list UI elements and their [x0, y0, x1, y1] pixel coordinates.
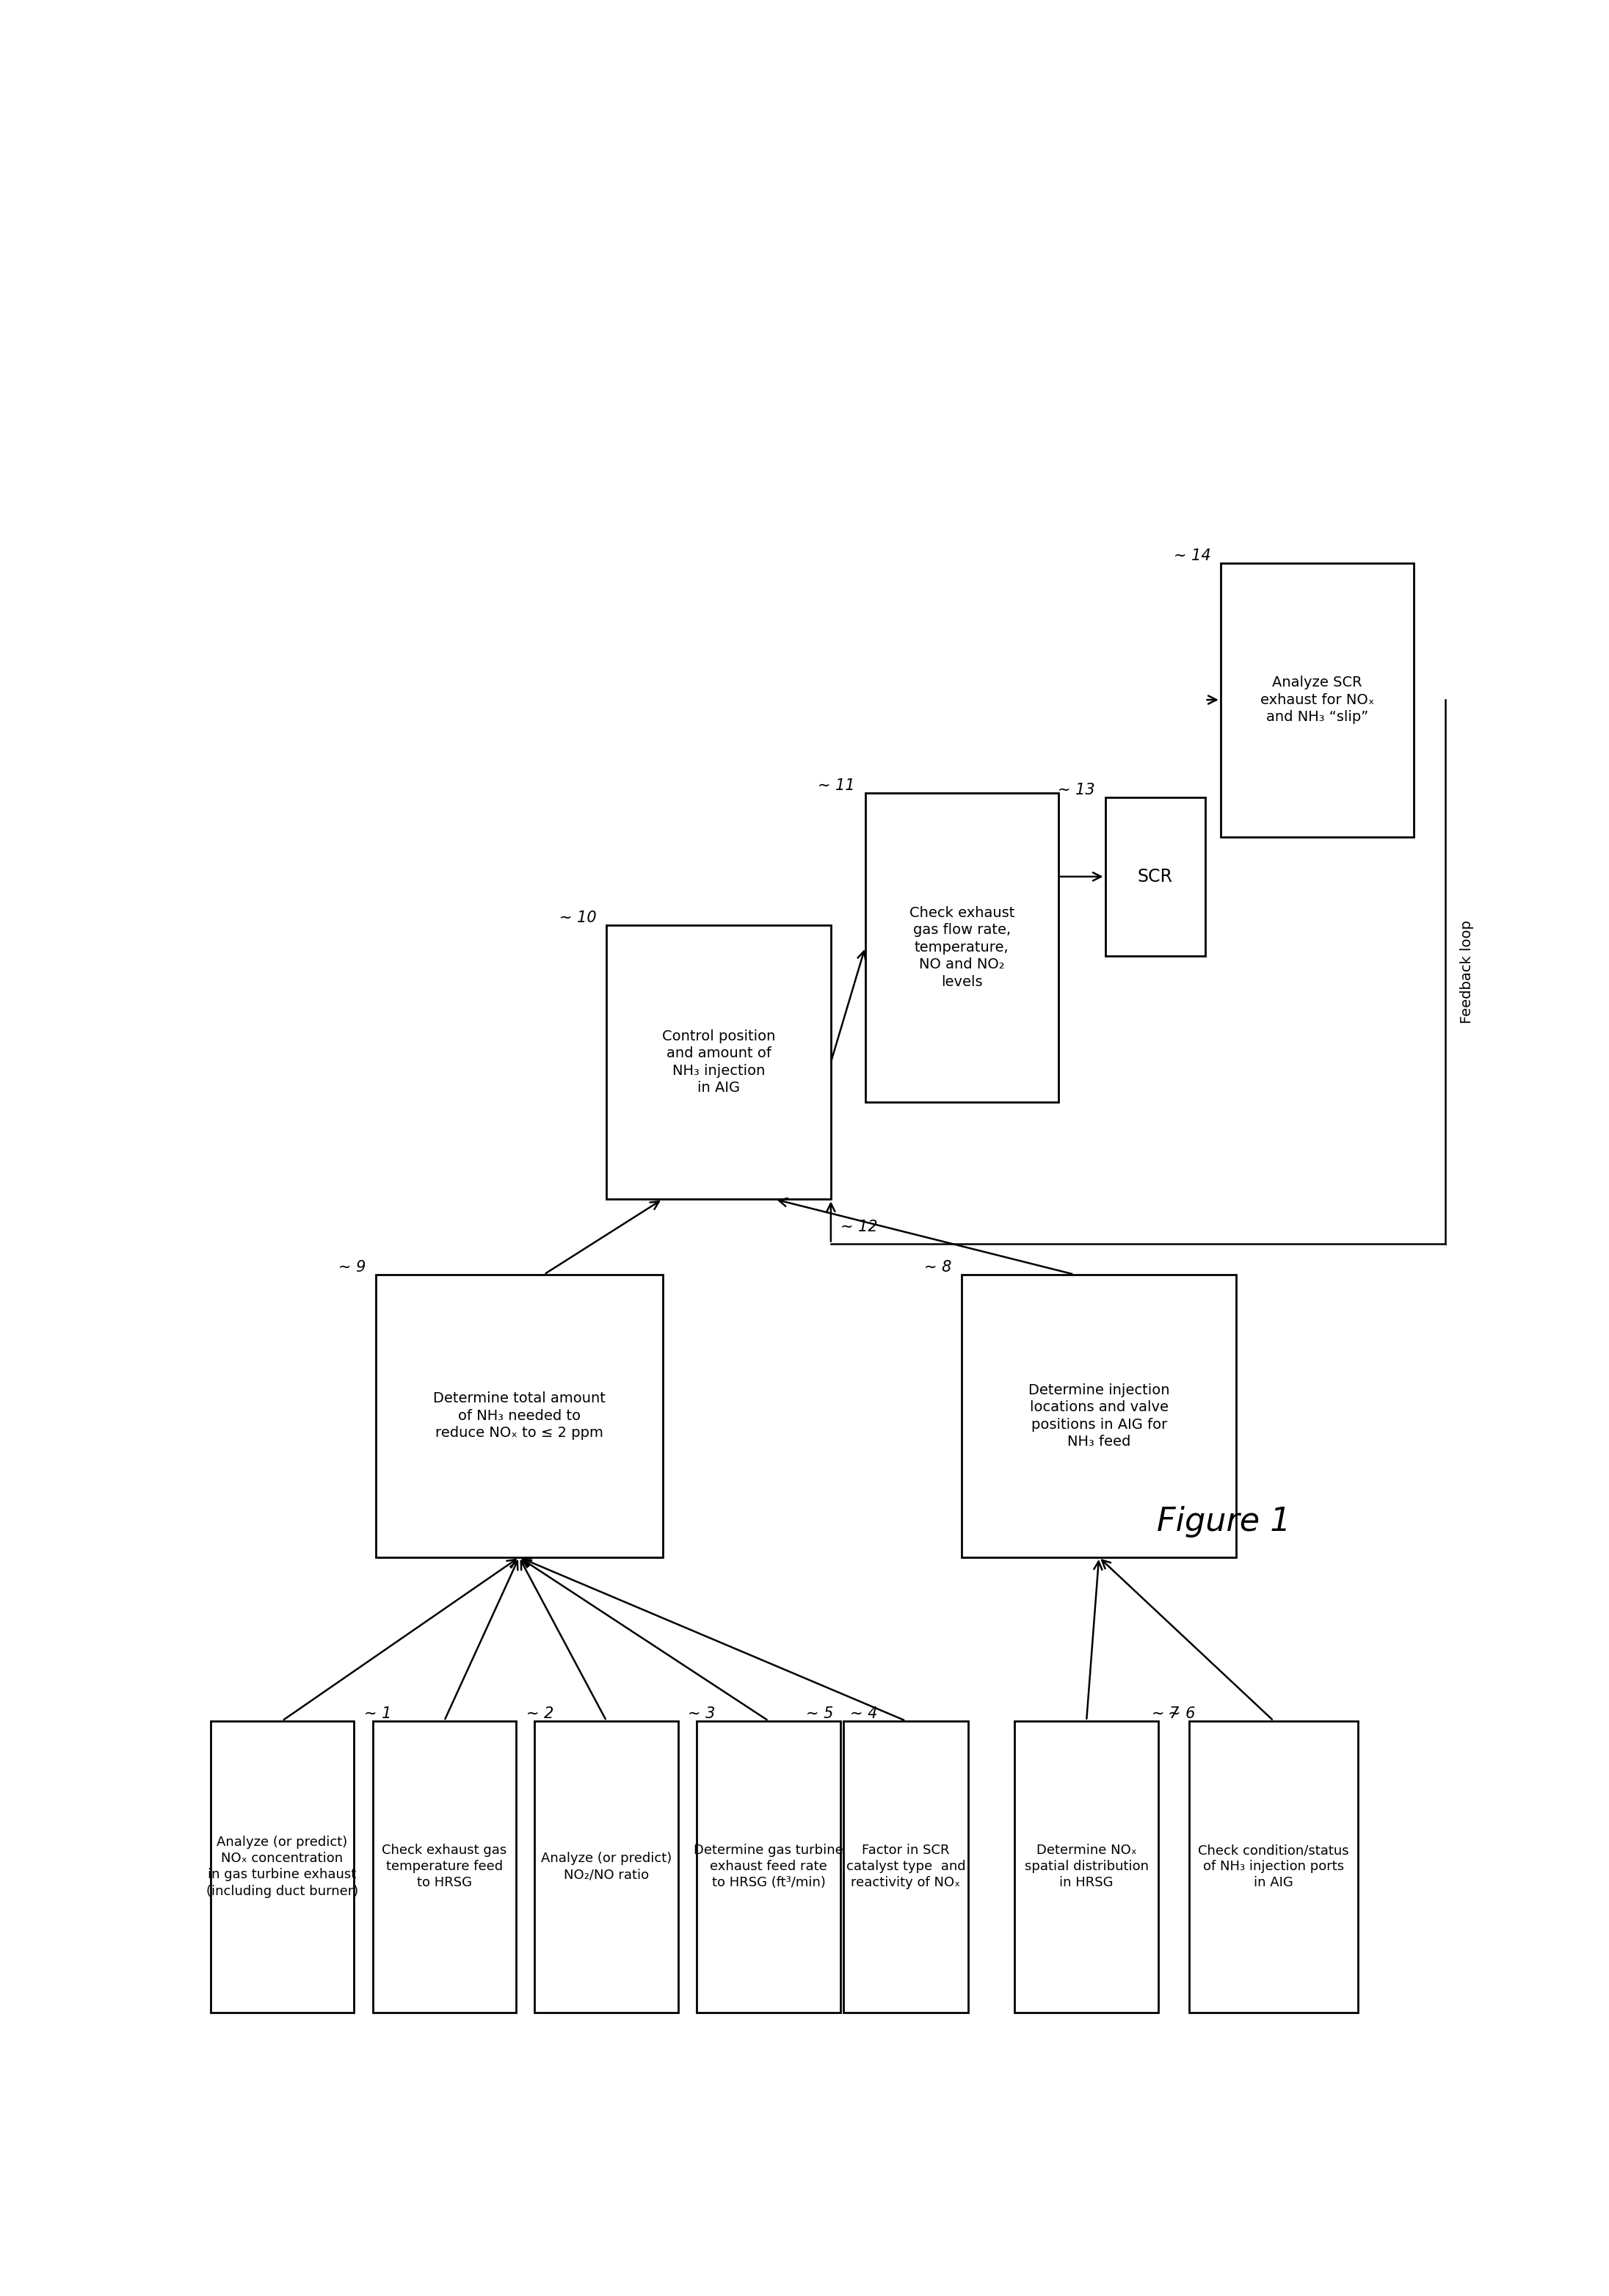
Text: ∼ 10: ∼ 10 [560, 912, 597, 925]
Text: Determine gas turbine
exhaust feed rate
to HRSG (ft³/min): Determine gas turbine exhaust feed rate … [693, 1844, 843, 1890]
Text: Check exhaust
gas flow rate,
temperature,
NO and NO₂
levels: Check exhaust gas flow rate, temperature… [909, 907, 1014, 990]
Bar [1105, 797, 1205, 955]
Text: ∼ 7: ∼ 7 [1152, 1706, 1179, 1720]
Text: Check condition/status
of NH₃ injection ports
in AIG: Check condition/status of NH₃ injection … [1199, 1844, 1348, 1890]
Text: Feedback loop: Feedback loop [1459, 921, 1474, 1024]
Text: Determine total amount
of NH₃ needed to
reduce NOₓ to ≤ 2 ppm: Determine total amount of NH₃ needed to … [433, 1391, 605, 1440]
Text: ∼ 13: ∼ 13 [1059, 783, 1096, 797]
Bar [607, 925, 830, 1199]
Bar [211, 1720, 354, 2014]
Bar [1015, 1720, 1158, 2014]
Text: Determine NOₓ
spatial distribution
in HRSG: Determine NOₓ spatial distribution in HR… [1025, 1844, 1149, 1890]
Bar [1189, 1720, 1358, 2014]
Text: Check exhaust gas
temperature feed
to HRSG: Check exhaust gas temperature feed to HR… [381, 1844, 507, 1890]
Text: ∼ 11: ∼ 11 [817, 778, 854, 792]
Text: ∼ 14: ∼ 14 [1173, 549, 1210, 563]
Text: Determine injection
locations and valve
positions in AIG for
NH₃ feed: Determine injection locations and valve … [1028, 1382, 1170, 1449]
Bar [373, 1720, 516, 2014]
Text: Analyze (or predict)
NO₂/NO ratio: Analyze (or predict) NO₂/NO ratio [541, 1853, 673, 1880]
Text: ∼ 1: ∼ 1 [364, 1706, 391, 1720]
Text: ∼ 8: ∼ 8 [924, 1261, 953, 1274]
Text: ∼ 6: ∼ 6 [1168, 1706, 1195, 1720]
Bar [843, 1720, 969, 2014]
Text: ∼ 2: ∼ 2 [526, 1706, 553, 1720]
Text: Control position
and amount of
NH₃ injection
in AIG: Control position and amount of NH₃ injec… [661, 1029, 776, 1095]
Text: ∼ 12: ∼ 12 [842, 1219, 879, 1235]
Bar [962, 1274, 1236, 1557]
Text: ∼ 5: ∼ 5 [806, 1706, 833, 1720]
Bar [534, 1720, 677, 2014]
Text: SCR: SCR [1138, 868, 1173, 886]
Text: ∼ 4: ∼ 4 [850, 1706, 877, 1720]
Text: Figure 1: Figure 1 [1157, 1506, 1290, 1538]
Text: Factor in SCR
catalyst type  and
reactivity of NOₓ: Factor in SCR catalyst type and reactivi… [846, 1844, 965, 1890]
Text: Analyze SCR
exhaust for NOₓ
and NH₃ “slip”: Analyze SCR exhaust for NOₓ and NH₃ “sli… [1260, 675, 1374, 723]
Text: ∼ 3: ∼ 3 [689, 1706, 716, 1720]
Text: Analyze (or predict)
NOₓ concentration
in gas turbine exhaust
(including duct bu: Analyze (or predict) NOₓ concentration i… [206, 1835, 359, 1899]
Bar [697, 1720, 840, 2014]
Bar [1221, 563, 1414, 836]
Bar [866, 792, 1059, 1102]
Text: ∼ 9: ∼ 9 [338, 1261, 365, 1274]
Bar [375, 1274, 663, 1557]
